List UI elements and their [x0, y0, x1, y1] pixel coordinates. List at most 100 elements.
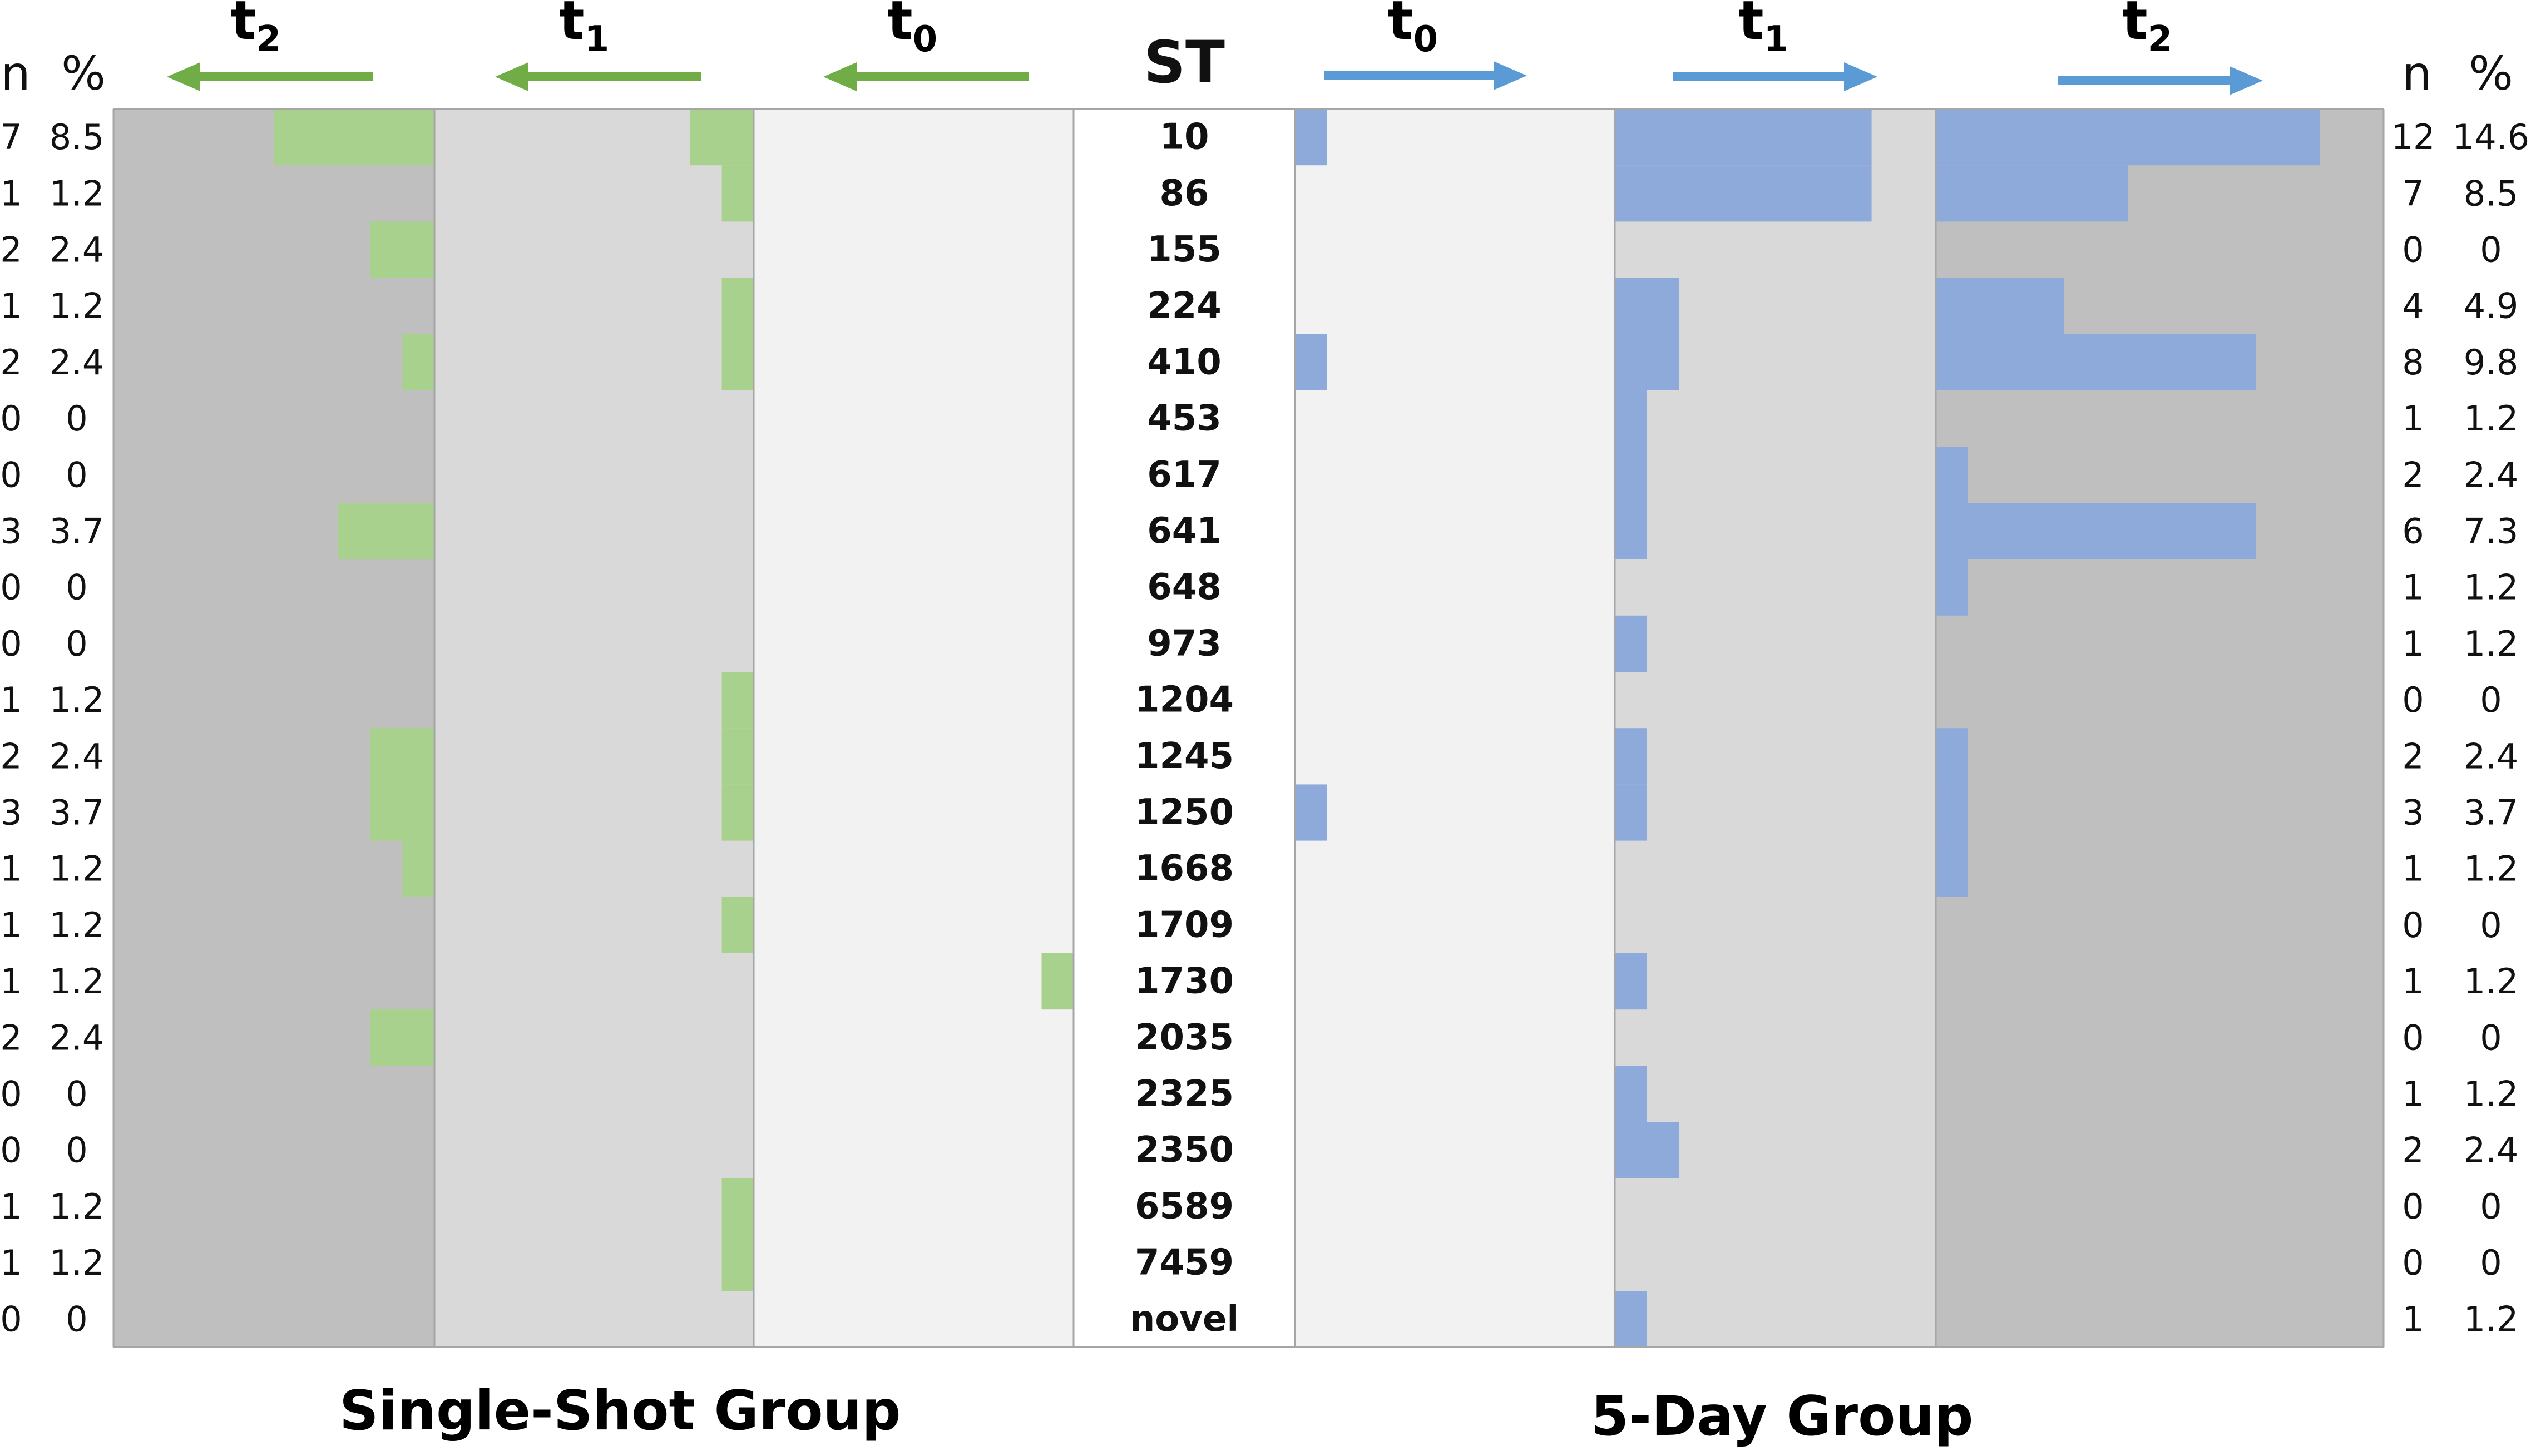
right-t1-bar-1250	[1615, 784, 1647, 841]
left-n-1730: 1	[0, 961, 22, 1002]
left-pct-155: 2.4	[50, 230, 105, 270]
left-n-10: 7	[0, 117, 22, 157]
right-pct-86: 8.5	[2464, 173, 2519, 214]
left-pct-410: 2.4	[50, 342, 105, 383]
right-t1-bar-10	[1615, 109, 1872, 166]
left-n-7459: 1	[0, 1242, 22, 1283]
left-n-1668: 1	[0, 849, 22, 889]
left-n-6589: 1	[0, 1186, 22, 1227]
right-t2-bar-1245	[1936, 728, 1968, 785]
right-n-header: n	[2402, 46, 2431, 101]
right-n-641: 6	[2402, 511, 2424, 552]
left-n-novel: 0	[0, 1299, 22, 1339]
right-t2-bar-410	[1936, 334, 2256, 390]
left-pct-973: 0	[66, 623, 87, 664]
st-label-1668: 1668	[1135, 848, 1234, 889]
right-t1-bar-1245	[1615, 728, 1647, 785]
right-t0-bar-10	[1295, 109, 1327, 166]
left-n-453: 0	[0, 398, 22, 439]
left-t0-bar-1730	[1041, 953, 1074, 1010]
left-pct-1709: 1.2	[50, 905, 105, 945]
right-pct-1245: 2.4	[2464, 736, 2519, 776]
st-label-973: 973	[1147, 623, 1222, 664]
right-pct-2325: 1.2	[2464, 1074, 2519, 1115]
st-label-7459: 7459	[1135, 1242, 1234, 1284]
left-n-2325: 0	[0, 1074, 22, 1115]
right-t2-bar-1250	[1936, 784, 1968, 841]
right-pct-453: 1.2	[2464, 398, 2519, 439]
right-pct-155: 0	[2480, 230, 2502, 270]
right-n-973: 1	[2402, 623, 2424, 664]
left-pct-2325: 0	[66, 1074, 87, 1115]
left-pct-86: 1.2	[50, 173, 105, 214]
right-t1-bar-617	[1615, 447, 1647, 503]
left-n-header: n	[1, 46, 30, 101]
right-n-novel: 1	[2402, 1299, 2424, 1339]
left-pct-641: 3.7	[50, 511, 105, 552]
right-t2-label: t2	[2122, 0, 2172, 60]
st-label-1204: 1204	[1135, 680, 1234, 721]
st-label-1730: 1730	[1135, 961, 1234, 1002]
right-t1-label: t1	[1738, 0, 1788, 60]
left-pct-6589: 1.2	[50, 1186, 105, 1227]
right-n-1668: 1	[2402, 849, 2424, 889]
right-pct-1204: 0	[2480, 680, 2502, 720]
left-pct-10: 8.5	[50, 117, 105, 157]
right-pct-header: %	[2469, 46, 2513, 101]
right-t2-bar-86	[1936, 165, 2128, 222]
right-pct-6589: 0	[2480, 1186, 2502, 1227]
left-n-2350: 0	[0, 1130, 22, 1171]
right-n-155: 0	[2402, 230, 2424, 270]
right-n-10: 12	[2391, 117, 2435, 157]
right-pct-410: 9.8	[2464, 342, 2519, 383]
st-label-2325: 2325	[1135, 1073, 1234, 1115]
right-n-2350: 2	[2402, 1130, 2424, 1171]
right-pct-10: 14.6	[2453, 117, 2529, 157]
left-pct-7459: 1.2	[50, 1242, 105, 1283]
right-n-1204: 0	[2402, 680, 2424, 720]
right-t1-bar-453	[1615, 390, 1647, 447]
left-t0-label: t0	[887, 0, 937, 60]
right-t0-bar-1250	[1295, 784, 1327, 841]
left-pct-2350: 0	[66, 1130, 87, 1171]
left-pct-header: %	[61, 46, 106, 101]
left-t2-bar-155	[370, 221, 434, 278]
left-t2-bar-641	[338, 503, 434, 559]
left-n-86: 1	[0, 173, 22, 214]
left-t1-bar-86	[721, 165, 754, 222]
left-group-title: Single-Shot Group	[339, 1379, 901, 1443]
st-label-6589: 6589	[1135, 1186, 1234, 1227]
right-pct-novel: 1.2	[2464, 1299, 2519, 1339]
left-pct-617: 0	[66, 454, 87, 495]
left-pct-1730: 1.2	[50, 961, 105, 1002]
left-n-1245: 2	[0, 736, 22, 776]
left-n-973: 0	[0, 623, 22, 664]
left-pct-1250: 3.7	[50, 793, 105, 833]
right-t1-bar-2350	[1615, 1122, 1679, 1178]
right-n-2035: 0	[2402, 1017, 2424, 1058]
right-n-648: 1	[2402, 567, 2424, 608]
right-n-6589: 0	[2402, 1186, 2424, 1227]
right-n-1245: 2	[2402, 736, 2424, 776]
right-pct-1709: 0	[2480, 905, 2502, 945]
left-t2-bar-1250	[370, 784, 434, 841]
left-t1-label: t1	[559, 0, 609, 60]
left-t2-bar-1668	[402, 840, 434, 897]
st-label-novel: novel	[1130, 1299, 1239, 1340]
left-n-648: 0	[0, 567, 22, 608]
right-t1-bar-1730	[1615, 953, 1647, 1010]
left-n-1709: 1	[0, 905, 22, 945]
right-pct-617: 2.4	[2464, 454, 2519, 495]
left-t1-bar-410	[721, 334, 754, 390]
st-label-617: 617	[1147, 454, 1222, 496]
right-t1-bar-973	[1615, 615, 1647, 672]
st-label-648: 648	[1147, 567, 1222, 608]
left-t1-bar-10	[690, 109, 754, 166]
right-t1-bar-410	[1615, 334, 1679, 390]
left-t2-label: t2	[231, 0, 281, 60]
right-t2-bar-224	[1936, 278, 2064, 334]
st-label-1709: 1709	[1135, 904, 1234, 945]
st-label-641: 641	[1147, 511, 1222, 552]
right-pct-973: 1.2	[2464, 623, 2519, 664]
st-label-86: 86	[1159, 173, 1209, 214]
